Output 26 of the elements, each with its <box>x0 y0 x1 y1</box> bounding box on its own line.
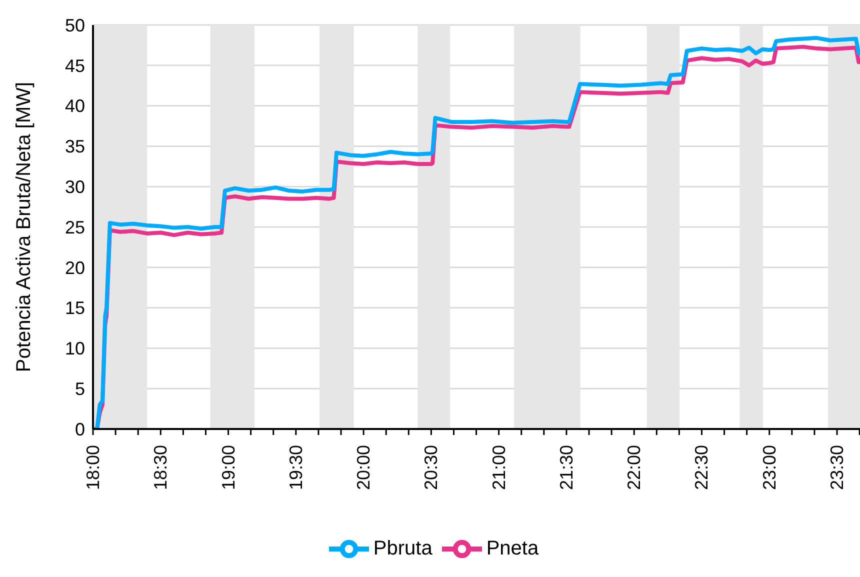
y-tick-label: 20 <box>64 258 85 278</box>
x-tick-label: 21:00 <box>488 445 509 490</box>
y-tick-label: 0 <box>74 419 85 440</box>
y-tick-label: 5 <box>74 378 85 399</box>
y-tick-label: 30 <box>64 176 85 197</box>
y-tick-label: 15 <box>64 298 85 318</box>
x-tick-label: 19:00 <box>218 445 238 490</box>
x-tick-label: 22:30 <box>692 445 712 490</box>
y-axis-title: Potencia Activa Bruta/Neta [MW] <box>13 82 36 372</box>
x-tick-label: 21:30 <box>556 445 576 490</box>
x-tick-label: 20:00 <box>354 445 374 490</box>
x-tick-label: 18:00 <box>83 445 103 490</box>
y-tick-label: 10 <box>64 338 85 359</box>
x-tick-label: 18:30 <box>150 445 171 490</box>
y-tick-label: 40 <box>64 96 85 116</box>
y-tick-label: 45 <box>64 56 85 76</box>
x-tick-label: 22:00 <box>624 445 644 490</box>
x-tick-label: 23:30 <box>827 445 848 490</box>
x-tick-label: 20:30 <box>421 445 442 490</box>
y-tick-label: 25 <box>64 217 85 238</box>
legend-label: Pneta <box>486 537 539 560</box>
x-tick-label: 19:30 <box>286 445 306 490</box>
y-tick-label: 35 <box>64 136 85 157</box>
x-tick-label: 23:00 <box>759 445 780 490</box>
y-tick-label: 50 <box>64 15 85 36</box>
legend-label: Pbruta <box>373 537 432 560</box>
